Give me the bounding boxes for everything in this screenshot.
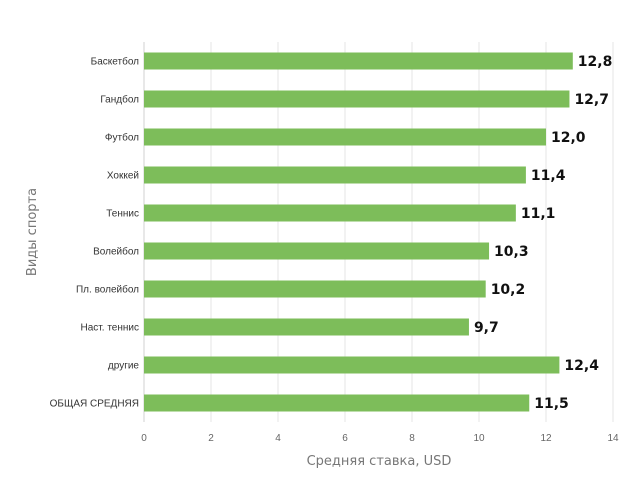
x-tick-label: 2 [208,433,214,444]
bar [144,90,570,108]
category-label: Пл. волейбол [76,284,139,296]
bar [144,128,546,146]
bar [144,52,573,70]
value-label: 12,0 [551,130,586,146]
value-label: 12,7 [574,92,609,108]
bar [144,280,486,298]
category-label: Теннис [106,209,139,220]
value-label: 12,4 [564,358,599,374]
value-label: 10,2 [491,282,526,298]
value-label: 9,7 [474,320,499,336]
category-label: Баскетбол [91,56,139,68]
bar [144,204,516,222]
x-tick-label: 12 [540,433,552,444]
bar [144,318,469,336]
x-axis-title: Средняя ставка, USD [307,454,452,469]
category-label: Футбол [105,132,139,144]
x-tick-label: 0 [141,433,147,444]
category-label: Наст. теннис [81,323,139,334]
bar [144,356,560,374]
x-tick-label: 14 [607,433,619,444]
y-axis-title: Виды спорта [25,188,40,276]
category-label: ОБЩАЯ СРЕДНЯЯ [50,399,139,410]
category-labels: Баскетбол Гандбол Футбол Хоккей Теннис Волейб… [50,56,140,410]
x-tick-label: 10 [473,433,485,444]
bar [144,242,490,260]
x-tick-label: 6 [342,433,348,444]
value-label: 12,8 [578,54,613,70]
value-label: 11,5 [534,396,569,412]
bar [144,394,530,412]
x-tick-label: 4 [275,433,281,444]
value-label: 11,1 [521,206,556,222]
category-label: другие [108,361,140,372]
category-label: Хоккей [107,171,139,182]
category-label: Волейбол [93,246,139,258]
x-tick-labels: 0 2 4 6 8 10 12 14 [141,433,619,444]
x-tick-label: 8 [409,433,415,444]
bar [144,166,526,184]
value-labels: 12,8 12,7 12,0 11,4 11,1 10,3 10,2 9,7 12,4 11,5 [474,54,612,412]
category-label: Гандбол [100,94,139,106]
value-label: 10,3 [494,244,529,260]
bars-group [144,52,573,412]
value-label: 11,4 [531,168,566,184]
